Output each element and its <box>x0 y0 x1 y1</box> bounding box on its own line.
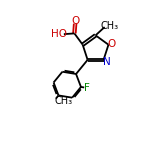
Text: O: O <box>71 16 79 26</box>
Text: CH₃: CH₃ <box>101 21 119 31</box>
Text: HO: HO <box>51 29 67 39</box>
Text: CH₃: CH₃ <box>55 96 73 106</box>
Text: N: N <box>103 57 111 67</box>
Text: F: F <box>84 83 90 93</box>
Text: O: O <box>108 39 116 49</box>
